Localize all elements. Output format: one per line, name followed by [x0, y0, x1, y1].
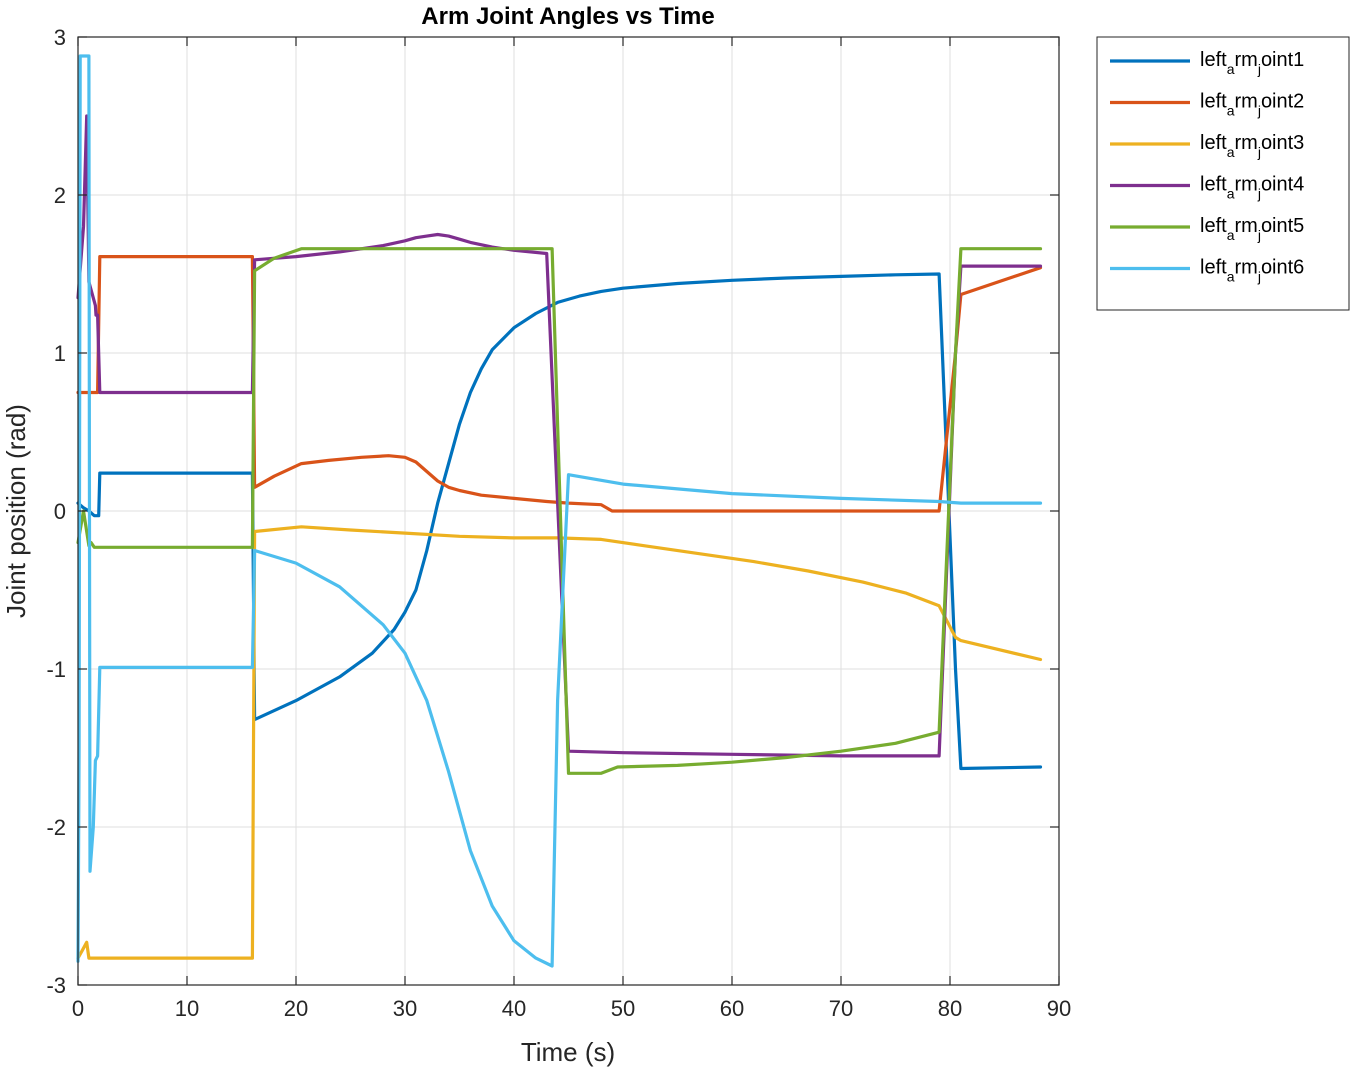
- legend-entry-2: leftarmjoint2: [1200, 91, 1304, 119]
- tick-labels: 0 10 20 30 40 50 60 70 80 90 -3 -2 -1 0 1 2 3: [46, 25, 1071, 1021]
- legend: leftarmjoint1 leftarmjoint2 leftarmjoint3 l…: [1096, 36, 1350, 311]
- x-tick-label: 0: [72, 996, 84, 1021]
- y-axis-label: Joint position (rad): [1, 404, 31, 618]
- x-tick-label: 70: [829, 996, 853, 1021]
- y-tick-label: 1: [54, 341, 66, 366]
- x-tick-label: 60: [720, 996, 744, 1021]
- series-line-2: [76, 255, 1043, 513]
- legend-entry-5: leftarmjoint5: [1200, 215, 1304, 243]
- series-layer: [76, 54, 1043, 968]
- legend-entry-4: leftarmjoint4: [1200, 174, 1304, 202]
- x-tick-label: 10: [175, 996, 199, 1021]
- x-tick-label: 90: [1047, 996, 1071, 1021]
- x-tick-label: 80: [938, 996, 962, 1021]
- x-tick-label: 40: [502, 996, 526, 1021]
- chart-title: Arm Joint Angles vs Time: [421, 3, 714, 30]
- y-tick-label: -2: [46, 815, 66, 840]
- y-tick-label: 0: [54, 499, 66, 524]
- x-axis-label: Time (s): [521, 1037, 615, 1067]
- series-line-5: [76, 247, 1043, 775]
- series-line-1: [76, 272, 1043, 771]
- legend-entry-3: leftarmjoint3: [1200, 132, 1304, 160]
- tick-marks: [77, 36, 1060, 986]
- series-line-4: [76, 114, 1043, 758]
- y-tick-label: 3: [54, 25, 66, 50]
- legend-box: [1096, 36, 1350, 311]
- y-tick-label: -3: [46, 973, 66, 998]
- x-tick-label: 20: [284, 996, 308, 1021]
- y-tick-label: 2: [54, 183, 66, 208]
- series-line-6: [76, 54, 1043, 968]
- y-tick-label: -1: [46, 657, 66, 682]
- x-tick-label: 30: [393, 996, 417, 1021]
- x-tick-label: 50: [611, 996, 635, 1021]
- legend-entry-1: leftarmjoint1: [1200, 49, 1304, 77]
- legend-entry-6: leftarmjoint6: [1200, 257, 1304, 285]
- series-line-3: [76, 525, 1043, 960]
